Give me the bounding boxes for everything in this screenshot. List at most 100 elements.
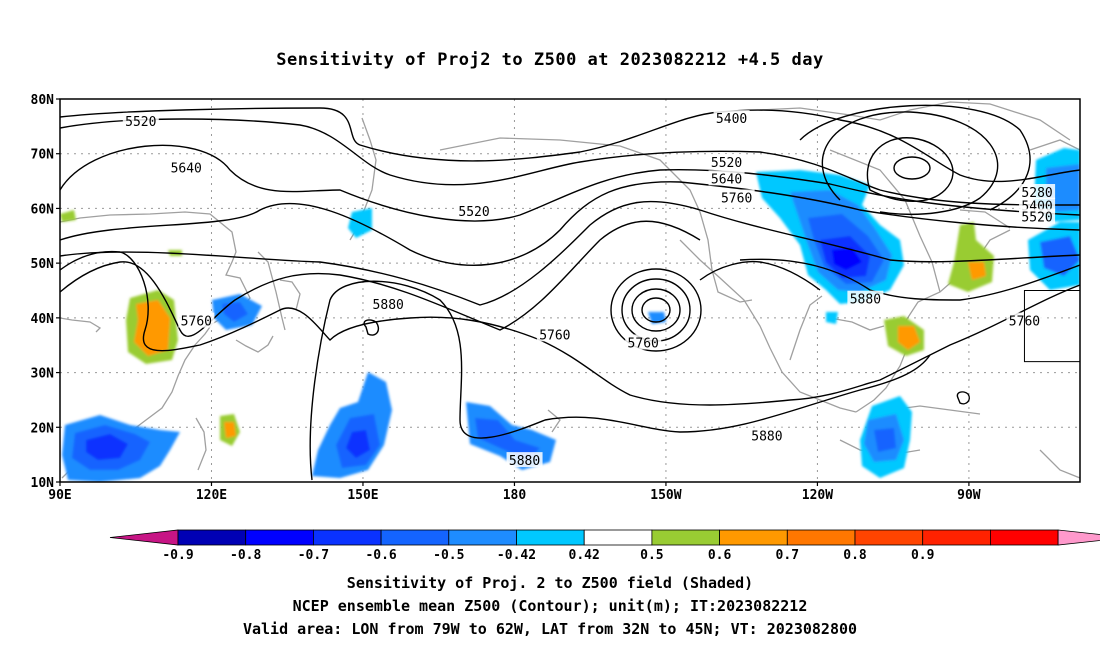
contour-label-bg — [456, 203, 493, 219]
contour-label-text: 5520 — [1021, 211, 1052, 226]
negative-blob-caribbean — [860, 396, 912, 478]
colorbar-label: -0.8 — [230, 548, 261, 563]
colorbar-box — [990, 529, 1059, 546]
valid-area-box — [1023, 290, 1080, 363]
contour-label-bg — [718, 189, 755, 205]
plot-frame — [59, 98, 1081, 483]
colorbar-box — [516, 529, 585, 546]
lat-tick-label: 60N — [31, 202, 55, 217]
contour-label-bg — [625, 334, 662, 350]
contour-label-text: 5520 — [711, 156, 742, 171]
contour-label-bg — [536, 326, 573, 342]
contour-label: 5520 — [456, 203, 493, 220]
contour-label-text: 5760 — [628, 336, 659, 351]
lon-tick-label: 120E — [196, 488, 227, 503]
colorbar-high-arrow — [1057, 529, 1100, 546]
lon-tick-label: 120W — [802, 488, 833, 503]
contour-label-text: 5640 — [711, 172, 742, 187]
z500-contours — [60, 104, 1080, 481]
contour-label-bg — [708, 170, 745, 186]
colorbar-label: -0.7 — [298, 548, 329, 563]
colorbar-box — [245, 529, 314, 546]
lat-tick-label: 10N — [31, 476, 55, 491]
colorbar-low-arrow — [109, 529, 179, 546]
contour-label-bg — [168, 159, 205, 175]
colorbar-box — [719, 529, 788, 546]
colorbar-box — [583, 529, 653, 546]
positive-blob-china — [126, 290, 178, 364]
colorbar-label: 0.7 — [776, 548, 799, 563]
contour-label: 5880 — [847, 290, 884, 308]
contour-label-bg — [847, 290, 884, 306]
contour-label: 5880 — [748, 427, 785, 444]
caption-line-1: Sensitivity of Proj. 2 to Z500 field (Sh… — [346, 574, 754, 592]
colorbar-label: 0.5 — [640, 548, 663, 563]
contour-label-bg — [370, 296, 407, 312]
contour-label-text: 5880 — [751, 429, 782, 444]
sensitivity-shading — [60, 148, 1080, 482]
colorbar-label: -0.5 — [433, 548, 464, 563]
colorbar: -0.9 -0.8 -0.7 -0.6 -0.5 -0.42 0.42 0.5 0.6 0.7 0.… — [109, 529, 1100, 563]
negative-blob-east-china-sea-core — [222, 302, 248, 322]
contour-label: 5640 — [168, 159, 205, 176]
caption-line-3: Valid area: LON from 79W to 62W, LAT fro… — [242, 620, 858, 638]
contour-label-bg — [713, 110, 750, 126]
negative-blob-se-asia — [62, 415, 180, 482]
lat-tick-label: 40N — [31, 312, 55, 327]
lon-tick-label: 150E — [347, 488, 378, 503]
colorbar-label: 0.8 — [843, 548, 867, 563]
contour-label-text: 5280 — [1021, 186, 1052, 201]
coastlines — [60, 101, 1080, 479]
contour-label-bg — [708, 153, 745, 169]
lat-tick-label: 30N — [31, 367, 55, 382]
chart-title: Sensitivity of Proj2 to Z500 at 20230822… — [276, 50, 824, 70]
contour-label: 5520 — [1019, 208, 1056, 226]
contour-label: 5640 — [708, 170, 745, 187]
contour-label-bg — [1019, 208, 1056, 224]
positive-blob-valid-area — [884, 316, 924, 356]
contour-label-bg — [748, 427, 785, 443]
contour-label: 5880 — [506, 452, 543, 469]
contour-label-text: 5880 — [850, 293, 881, 308]
contour-label-text: 5880 — [509, 454, 540, 469]
lon-tick-label: 90W — [957, 488, 981, 503]
contour-label-text: 5520 — [125, 115, 156, 130]
contour-label-text: 5760 — [721, 191, 752, 206]
lon-tick-label: 90E — [48, 488, 71, 503]
colorbar-box — [651, 529, 721, 546]
contour-label-bg — [178, 312, 215, 328]
lon-tick-label: 180 — [503, 488, 527, 503]
lat-tick-label: 80N — [31, 93, 55, 108]
colorbar-box — [312, 529, 382, 546]
contour-label: 5760 — [718, 189, 755, 206]
contour-label-bg — [122, 112, 159, 128]
colorbar-label: -0.9 — [162, 548, 193, 563]
colorbar-box — [922, 529, 991, 546]
contour-label-text: 5760 — [539, 328, 570, 343]
colorbar-box — [854, 529, 924, 546]
positive-blob-west-edge — [60, 210, 76, 222]
colorbar-label: 0.9 — [911, 548, 934, 563]
contour-label-text: 5880 — [373, 298, 404, 313]
colorbar-label: -0.6 — [365, 548, 396, 563]
colorbar-box — [380, 529, 450, 546]
colorbar-box — [448, 529, 517, 546]
contour-label: 5520 — [122, 112, 159, 130]
contour-label: 5760 — [536, 326, 573, 343]
contour-label: 5760 — [625, 334, 662, 351]
lat-tick-label: 20N — [31, 421, 55, 436]
colorbar-box — [786, 529, 856, 546]
contour-label: 5760 — [178, 312, 215, 330]
lat-tick-label: 50N — [31, 257, 55, 272]
contour-label: 5520 — [708, 153, 745, 171]
contour-label-text: 5760 — [181, 315, 212, 330]
colorbar-label: -0.42 — [497, 548, 536, 563]
lat-tick-label: 70N — [31, 148, 55, 163]
contour-label-bg — [1019, 184, 1056, 200]
colorbar-label: 0.6 — [708, 548, 732, 563]
positive-blob-newfoundland — [948, 222, 994, 292]
positive-blob-philippines-core — [224, 422, 236, 438]
